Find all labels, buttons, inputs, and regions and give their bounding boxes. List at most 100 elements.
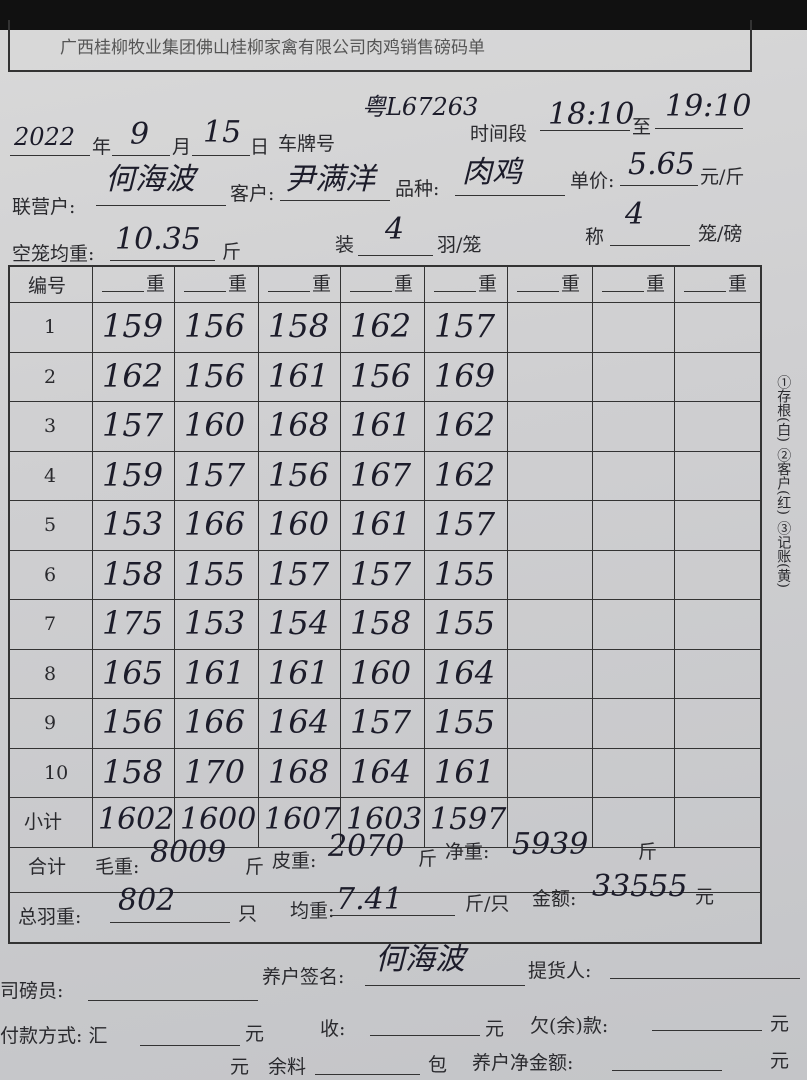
weight-cell: 160 xyxy=(350,653,412,692)
weight-cell: 153 xyxy=(102,505,164,543)
underline xyxy=(365,985,525,986)
col-line xyxy=(92,267,93,847)
receive-label: 收: xyxy=(320,1018,346,1040)
plate-label: 车牌号 xyxy=(278,133,336,155)
weight-cell: 157 xyxy=(350,703,412,741)
row-number: 10 xyxy=(44,761,69,784)
row-number: 9 xyxy=(44,712,57,734)
col-line xyxy=(674,267,675,847)
total-label: 合计 xyxy=(28,856,67,878)
underline xyxy=(655,128,743,129)
row-line xyxy=(10,648,760,650)
per-cage: 4 xyxy=(385,212,405,247)
col-line xyxy=(340,267,341,847)
weight-cell: 162 xyxy=(350,307,412,345)
row-line xyxy=(8,892,760,893)
weight-cell: 165 xyxy=(102,653,164,692)
avg-unit: 斤/只 xyxy=(465,893,510,915)
year-unit: 年 xyxy=(92,136,112,158)
count-label: 总羽重: xyxy=(18,906,82,928)
cage-weight-unit: 斤 xyxy=(222,241,242,263)
row-line xyxy=(10,401,760,402)
time-to: 至 xyxy=(632,116,652,138)
row-line xyxy=(10,747,760,749)
tare-label: 皮重: xyxy=(272,850,317,872)
header-cell: 重 xyxy=(146,273,166,295)
weight-cell: 155 xyxy=(434,554,496,593)
gross: 8009 xyxy=(150,835,227,870)
net-label: 净重: xyxy=(445,841,490,863)
time-start: 18:10 xyxy=(548,97,635,132)
row-line xyxy=(10,698,760,699)
weight-cell: 156 xyxy=(350,356,412,395)
price-label: 单价: xyxy=(570,170,615,192)
row-line xyxy=(10,846,760,848)
year: 2022 xyxy=(14,123,76,151)
plate: 粤L67263 xyxy=(362,93,479,121)
weight-cell: 168 xyxy=(268,406,330,444)
farmer-signature: 何海波 xyxy=(375,942,465,977)
row-line xyxy=(10,797,760,798)
weight-cell: 161 xyxy=(434,752,496,791)
weight-cell: 158 xyxy=(268,307,330,345)
header-blank xyxy=(184,291,226,292)
weight-cell: 155 xyxy=(434,604,496,642)
weight-cell: 168 xyxy=(268,752,330,791)
weight-cell: 154 xyxy=(268,604,330,642)
header-blank xyxy=(517,291,559,292)
row-number: 7 xyxy=(44,613,57,635)
customer: 尹满洋 xyxy=(285,162,375,197)
weight-cell: 157 xyxy=(434,307,496,345)
row-number: 1 xyxy=(44,316,57,338)
weight-cell: 156 xyxy=(268,455,330,494)
count: 802 xyxy=(118,883,176,918)
col-line xyxy=(258,267,259,847)
customer-label: 客户: xyxy=(230,183,275,205)
weight-cell: 164 xyxy=(434,653,496,692)
feed-unit: 包 xyxy=(428,1054,448,1076)
gross-label: 毛重: xyxy=(95,856,140,878)
header-blank xyxy=(684,291,726,292)
time-end: 19:10 xyxy=(665,89,752,124)
time-label: 时间段 xyxy=(470,123,528,145)
row-number: 8 xyxy=(44,662,57,685)
weigher-label: 司磅员: xyxy=(0,980,64,1002)
payment-unit: 元 xyxy=(245,1023,265,1045)
col-line xyxy=(592,267,593,847)
header-blank xyxy=(268,291,310,292)
partner: 何海波 xyxy=(105,162,195,197)
row-number: 5 xyxy=(44,514,57,536)
per-cage-unit: 羽/笼 xyxy=(437,234,482,256)
feed-label: 余料 xyxy=(268,1056,307,1078)
weight-cell: 169 xyxy=(434,356,496,395)
subtotal-cell: 1597 xyxy=(430,802,507,837)
partner-label: 联营户: xyxy=(12,196,76,218)
cage-weight-label: 空笼均重: xyxy=(12,243,95,265)
weight-cell: 158 xyxy=(102,752,164,791)
header-cell: 编号 xyxy=(28,275,67,297)
weight-cell: 157 xyxy=(268,554,330,593)
count-unit: 只 xyxy=(238,903,258,925)
underline xyxy=(652,1030,762,1031)
header-blank xyxy=(602,291,644,292)
weight-cell: 161 xyxy=(268,653,330,692)
avg-label: 均重: xyxy=(290,900,335,922)
weight-cell: 161 xyxy=(350,505,412,543)
variety: 肉鸡 xyxy=(462,155,522,190)
weight-cell: 155 xyxy=(434,703,496,741)
subtotal-cell: 1602 xyxy=(98,802,175,837)
row-line xyxy=(10,450,760,452)
row-number: 4 xyxy=(44,464,57,487)
amount-unit: 元 xyxy=(695,886,715,908)
weight-cell: 155 xyxy=(184,554,246,593)
subtotal-cell: 1607 xyxy=(264,802,341,837)
weight-cell: 167 xyxy=(350,455,412,494)
receive-unit: 元 xyxy=(485,1018,505,1040)
row-line xyxy=(10,549,760,551)
cage-weight: 10.35 xyxy=(115,222,201,257)
col-line xyxy=(424,267,425,847)
weight-cell: 160 xyxy=(184,406,246,444)
header-cell: 重 xyxy=(228,273,248,295)
row-line xyxy=(10,599,760,600)
bottom-unit: 元 xyxy=(230,1056,250,1078)
